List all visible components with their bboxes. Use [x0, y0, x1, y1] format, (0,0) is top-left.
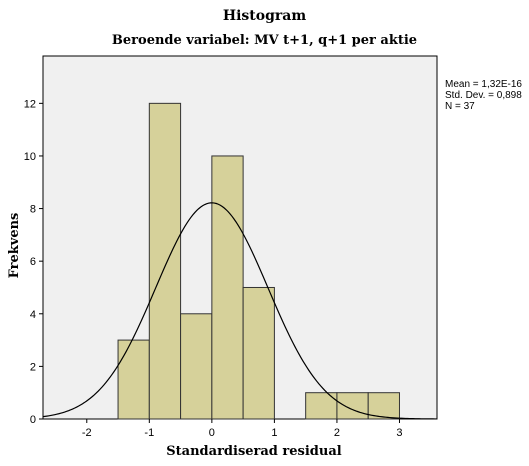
histogram-bar-7	[367, 392, 400, 420]
y-tick-label: 8	[30, 204, 36, 216]
x-tick-label: -2	[82, 427, 92, 439]
x-tick-label: 2	[334, 427, 340, 439]
histogram-bar-0	[117, 339, 150, 420]
x-axis-label: Standardiserad residual	[166, 444, 341, 459]
x-tick-label: 0	[209, 427, 215, 439]
histogram-bar-2	[180, 313, 213, 420]
y-tick-label: 10	[24, 151, 36, 163]
histogram-bar-1	[148, 102, 182, 420]
bars-layer	[117, 102, 400, 420]
chart-title: Histogram	[222, 8, 307, 24]
x-tick-label: 3	[396, 427, 402, 439]
y-tick-label: 12	[24, 98, 36, 110]
histogram-bar-3	[211, 155, 244, 420]
stats-mean: Mean = 1,32E-16	[445, 79, 522, 90]
histogram-bar-6	[336, 392, 369, 420]
x-tick-label: 1	[271, 427, 277, 439]
histogram-bar-4	[242, 286, 275, 420]
y-tick-label: 2	[30, 361, 36, 373]
x-tick-label: -1	[144, 427, 154, 439]
stats-std-dev: Std. Dev. = 0,898	[445, 90, 522, 101]
y-tick-label: 4	[30, 309, 36, 321]
chart-subtitle: Beroende variabel: MV t+1, q+1 per aktie	[111, 33, 418, 48]
y-tick-label: 0	[30, 414, 36, 426]
y-tick-label: 6	[30, 256, 36, 268]
y-axis-label: Frekvens	[7, 213, 22, 279]
stats-n: N = 37	[445, 101, 475, 112]
normal-curve	[42, 202, 438, 420]
stats-box: Mean = 1,32E-16 Std. Dev. = 0,898 N = 37	[445, 79, 522, 112]
